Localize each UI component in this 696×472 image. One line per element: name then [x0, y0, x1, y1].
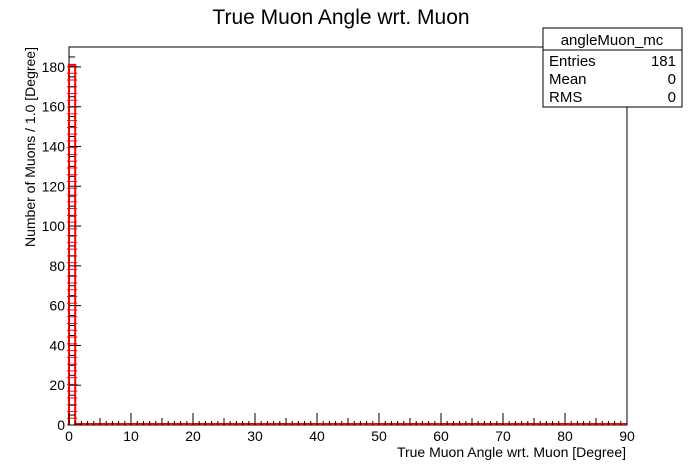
stats-entries-value: 181 — [651, 53, 676, 70]
y-tick-label: 60 — [49, 298, 65, 314]
x-tick-label: 60 — [433, 428, 449, 444]
x-tick-label: 70 — [495, 428, 511, 444]
x-tick-label: 80 — [557, 428, 573, 444]
x-tick-label: 40 — [309, 428, 325, 444]
x-axis-ticks: 0 10 20 30 40 50 60 70 80 90 — [65, 413, 635, 444]
x-tick-label: 50 — [371, 428, 387, 444]
stats-rms-label: RMS — [549, 89, 582, 106]
y-tick-label: 0 — [57, 417, 65, 433]
y-tick-label: 120 — [42, 178, 66, 194]
chart-title: True Muon Angle wrt. Muon — [212, 6, 469, 29]
stats-box-title: angleMuon_mc — [561, 32, 664, 49]
y-axis-label: Number of Muons / 1.0 [Degree] — [22, 47, 38, 247]
histogram-bars — [67, 63, 627, 426]
stats-box: angleMuon_mc Entries 181 Mean 0 RMS 0 — [542, 27, 683, 108]
stats-rms-value: 0 — [668, 89, 676, 106]
stats-mean-value: 0 — [668, 71, 676, 88]
x-tick-label: 0 — [65, 428, 73, 444]
x-axis-label: True Muon Angle wrt. Muon [Degree] — [397, 444, 626, 460]
stats-mean-label: Mean — [549, 71, 587, 88]
x-tick-label: 20 — [185, 428, 201, 444]
x-tick-label: 90 — [619, 428, 635, 444]
y-tick-label: 180 — [42, 59, 66, 75]
y-tick-label: 160 — [42, 99, 66, 115]
histogram-bar-0 — [68, 63, 77, 425]
y-axis-ticks: 0 20 40 60 80 100 120 140 160 180 — [42, 46, 81, 433]
stats-entries-label: Entries — [549, 53, 596, 70]
x-tick-label: 30 — [247, 428, 263, 444]
stats-box-frame — [542, 27, 683, 108]
y-tick-label: 40 — [49, 337, 65, 353]
y-tick-label: 140 — [42, 138, 66, 154]
x-tick-label: 10 — [123, 428, 139, 444]
y-tick-label: 20 — [49, 377, 65, 393]
y-tick-label: 100 — [42, 218, 66, 234]
y-tick-label: 80 — [49, 258, 65, 274]
